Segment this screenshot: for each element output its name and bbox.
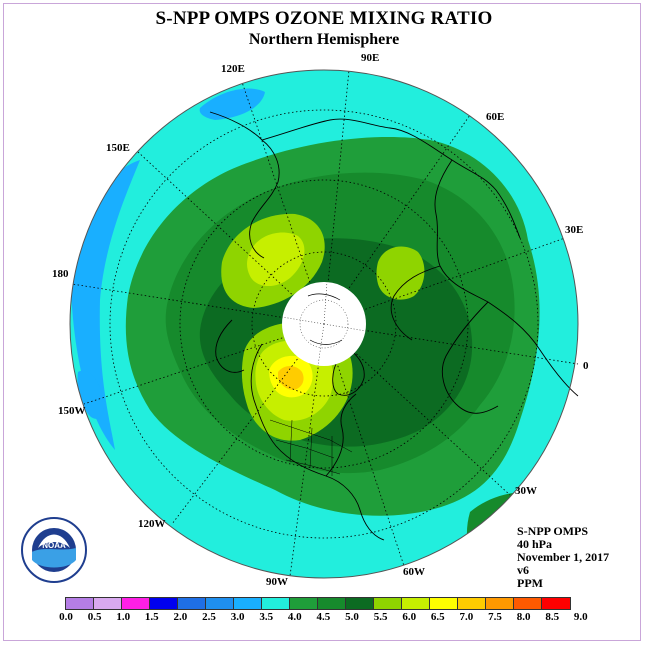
colorbar-tick-10: 5.0 bbox=[345, 611, 359, 623]
lon-label-90e: 90E bbox=[361, 52, 380, 64]
colorbar-tick-16: 8.0 bbox=[516, 611, 531, 623]
lon-label-90w: 90W bbox=[266, 576, 288, 588]
colorbar-swatch-17 bbox=[542, 598, 570, 609]
colorbar-swatch-12 bbox=[402, 598, 430, 609]
lon-label-150e: 150E bbox=[106, 142, 130, 154]
info-date: November 1, 2017 bbox=[517, 550, 610, 564]
colorbar-tick-1: 0.5 bbox=[87, 611, 102, 623]
info-level: 40 hPa bbox=[517, 537, 553, 551]
coastline-greenland bbox=[332, 345, 365, 396]
map-subtitle: Northern Hemisphere bbox=[248, 31, 400, 48]
meridian-0 bbox=[323, 323, 579, 365]
meridian-60e bbox=[323, 114, 471, 325]
colorbar-tick-18: 9.0 bbox=[573, 611, 588, 623]
colorbar-swatch-2 bbox=[122, 598, 150, 609]
colorbar-tick-5: 2.5 bbox=[202, 611, 216, 623]
lon-label-120w: 120W bbox=[138, 518, 166, 530]
noaa-logo: NOAA bbox=[21, 517, 87, 583]
colorbar bbox=[65, 597, 571, 610]
lon-label-120e: 120E bbox=[221, 63, 245, 75]
meridian-30e bbox=[323, 237, 566, 325]
colorbar-swatch-0 bbox=[66, 598, 94, 609]
coastline-north-america bbox=[250, 343, 385, 541]
colorbar-tick-6: 3.0 bbox=[230, 611, 245, 623]
latitude-circle-30 bbox=[109, 109, 539, 539]
colorbar-tick-7: 3.5 bbox=[259, 611, 274, 623]
field-band-3.0-north bbox=[199, 88, 265, 120]
coastline-polar-islands bbox=[307, 293, 343, 345]
colorbar-swatch-7 bbox=[262, 598, 290, 609]
colorbar-swatch-11 bbox=[374, 598, 402, 609]
colorbar-swatch-13 bbox=[430, 598, 458, 609]
colorbar-tick-11: 5.5 bbox=[373, 611, 388, 623]
state-boundaries bbox=[269, 419, 353, 476]
lon-label-180: 180 bbox=[52, 268, 69, 280]
colorbar-swatch-4 bbox=[178, 598, 206, 609]
colorbar-swatch-8 bbox=[290, 598, 318, 609]
colorbar-tick-3: 1.5 bbox=[144, 611, 159, 623]
colorbar-swatch-5 bbox=[206, 598, 234, 609]
info-version: v6 bbox=[517, 563, 529, 577]
colorbar-tick-15: 7.5 bbox=[488, 611, 502, 623]
colorbar-tick-0: 0.0 bbox=[59, 611, 73, 623]
colorbar-tick-14: 7.0 bbox=[459, 611, 474, 623]
field-band-6.0-upper-left bbox=[247, 232, 305, 287]
figure-frame bbox=[3, 3, 641, 641]
lon-label-60e: 60E bbox=[486, 111, 505, 123]
map-title: S-NPP OMPS OZONE MIXING RATIO bbox=[155, 8, 493, 29]
colorbar-tick-8: 4.0 bbox=[287, 611, 302, 623]
field-band-7.0-lower bbox=[278, 366, 304, 390]
colorbar-tick-labels: 0.0 0.5 1.0 1.5 2.0 2.5 3.0 3.5 4.0 4.5 5.0 5.5 6.0 6… bbox=[0, 611, 648, 625]
colorbar-tick-17: 8.5 bbox=[545, 611, 560, 623]
colorbar-swatch-9 bbox=[318, 598, 346, 609]
coastline-alaska bbox=[215, 319, 245, 373]
colorbar-swatch-14 bbox=[458, 598, 486, 609]
meridian-90e bbox=[323, 69, 350, 325]
coastlines bbox=[209, 111, 579, 541]
lon-label-150w: 150W bbox=[58, 405, 86, 417]
colorbar-swatch-1 bbox=[94, 598, 122, 609]
colorbar-tick-13: 6.5 bbox=[430, 611, 445, 623]
field-band-5.5-right bbox=[376, 246, 425, 300]
noaa-logo-text: NOAA bbox=[42, 541, 66, 550]
lon-label-0: 0 bbox=[583, 360, 589, 372]
map-boundary bbox=[69, 69, 579, 579]
colorbar-tick-9: 4.5 bbox=[316, 611, 331, 623]
colorbar-tick-2: 1.0 bbox=[116, 611, 131, 623]
meridian-120w bbox=[171, 323, 325, 525]
meridian-180 bbox=[71, 283, 325, 325]
meridian-60w bbox=[323, 323, 405, 567]
polar-graticule bbox=[281, 281, 367, 367]
colorbar-swatch-10 bbox=[346, 598, 374, 609]
colorbar-tick-12: 6.0 bbox=[402, 611, 417, 623]
meridian-120e bbox=[241, 81, 325, 325]
lon-label-60w: 60W bbox=[403, 566, 425, 578]
lon-label-30e: 30E bbox=[565, 224, 584, 236]
colorbar-tick-4: 2.0 bbox=[173, 611, 188, 623]
coastline-europe bbox=[442, 301, 499, 414]
colorbar-swatch-16 bbox=[514, 598, 542, 609]
coastline-eurasia bbox=[209, 111, 579, 397]
info-units: PPM bbox=[517, 576, 543, 590]
colorbar-swatch-3 bbox=[150, 598, 178, 609]
colorbar-swatch-15 bbox=[486, 598, 514, 609]
lon-label-30w: 30W bbox=[515, 485, 537, 497]
info-instrument: S-NPP OMPS bbox=[517, 524, 588, 538]
colorbar-swatch-6 bbox=[234, 598, 262, 609]
